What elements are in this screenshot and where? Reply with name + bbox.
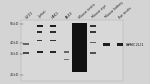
Text: Rat testis: Rat testis bbox=[118, 6, 133, 19]
Bar bbox=[72, 23, 87, 72]
Text: 40kD: 40kD bbox=[10, 41, 20, 45]
Text: 55kD: 55kD bbox=[10, 23, 20, 26]
Bar bbox=[23, 52, 29, 54]
Bar bbox=[64, 51, 69, 53]
Text: A549: A549 bbox=[64, 11, 74, 19]
Text: Mouse testis: Mouse testis bbox=[78, 2, 96, 19]
Bar bbox=[117, 43, 123, 46]
Bar bbox=[84, 23, 87, 72]
Bar bbox=[103, 43, 110, 46]
Bar bbox=[37, 40, 42, 41]
Text: 25kD: 25kD bbox=[10, 73, 20, 77]
Bar bbox=[36, 51, 43, 53]
Bar bbox=[72, 23, 75, 72]
Bar bbox=[21, 20, 123, 81]
Text: DYNC2LI1: DYNC2LI1 bbox=[125, 43, 144, 47]
Text: HEK1: HEK1 bbox=[51, 10, 61, 19]
Bar bbox=[36, 25, 43, 27]
Bar bbox=[90, 25, 96, 27]
Bar bbox=[50, 31, 56, 33]
Bar bbox=[90, 31, 96, 33]
Text: Mouse eye: Mouse eye bbox=[91, 4, 108, 19]
Bar bbox=[64, 59, 69, 60]
Text: U2O1: U2O1 bbox=[24, 10, 34, 19]
Text: 35kD: 35kD bbox=[10, 51, 20, 56]
Bar bbox=[23, 43, 29, 45]
Bar bbox=[50, 25, 56, 27]
Text: Mouse kidney: Mouse kidney bbox=[105, 1, 125, 19]
Bar bbox=[90, 42, 96, 43]
Bar bbox=[90, 52, 96, 54]
Bar bbox=[50, 40, 56, 41]
Bar bbox=[50, 51, 56, 53]
Bar bbox=[37, 31, 42, 33]
Text: Jurkat: Jurkat bbox=[38, 10, 48, 19]
